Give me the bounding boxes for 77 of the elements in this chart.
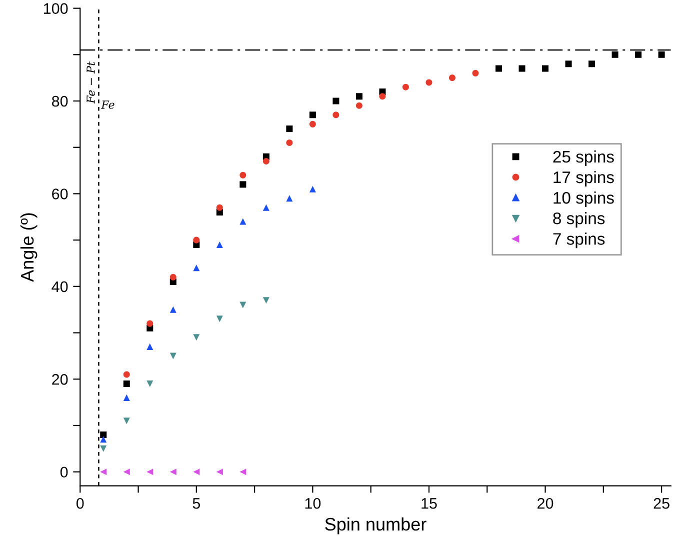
point	[286, 139, 293, 146]
x-tick-label: 15	[422, 498, 437, 509]
point	[240, 468, 246, 476]
point	[448, 74, 456, 82]
point	[240, 218, 246, 225]
point	[100, 432, 107, 438]
point	[309, 186, 316, 192]
point	[193, 334, 200, 341]
x-tick-label: 5	[192, 498, 200, 509]
point	[146, 468, 154, 476]
point	[193, 468, 200, 476]
point	[309, 120, 316, 128]
point	[216, 468, 223, 476]
point	[170, 468, 176, 476]
point	[193, 236, 200, 244]
y-axis-title: Angle (º)	[20, 213, 38, 282]
legend-label: 7 spins	[553, 232, 605, 248]
legend-label: 10 spins	[554, 192, 614, 208]
y-tick-label: 40	[52, 281, 68, 292]
point	[379, 93, 386, 100]
point	[612, 51, 618, 58]
point	[123, 394, 130, 401]
point	[635, 51, 642, 58]
point	[402, 84, 409, 90]
point	[216, 241, 223, 248]
point	[332, 98, 340, 104]
point	[356, 93, 362, 100]
point	[588, 60, 596, 68]
point	[309, 112, 316, 118]
point	[495, 65, 502, 72]
point	[170, 352, 176, 360]
point	[216, 204, 223, 211]
annotation: Fe	[101, 100, 114, 109]
point	[216, 316, 223, 322]
point	[518, 65, 526, 72]
legend-label: 25 spins	[553, 150, 614, 166]
x-tick-label: 0	[76, 498, 84, 509]
y-tick-label: 20	[52, 374, 68, 385]
legend-label: 17 spins	[554, 170, 614, 187]
point	[262, 158, 270, 165]
point	[146, 320, 154, 327]
point	[240, 172, 246, 178]
point	[332, 112, 340, 118]
point	[565, 60, 572, 68]
x-tick-label: 25	[654, 498, 670, 509]
point	[193, 264, 200, 272]
point	[426, 79, 432, 86]
point	[240, 181, 246, 188]
y-tick-label: 60	[52, 188, 68, 200]
point	[100, 436, 107, 443]
point	[170, 274, 176, 280]
legend-label: 8 spins	[553, 212, 605, 228]
point	[240, 302, 246, 308]
point	[123, 371, 130, 378]
y-tick-label: 100	[44, 3, 68, 14]
point	[286, 195, 293, 202]
point	[146, 380, 154, 388]
point	[262, 297, 270, 304]
point	[100, 468, 107, 476]
x-tick-label: 20	[538, 498, 554, 509]
x-axis-title: Spin number	[325, 517, 426, 534]
point	[542, 65, 549, 72]
x-tick-label: 10	[305, 498, 321, 509]
point	[170, 306, 176, 313]
y-tick-label: 0	[60, 466, 68, 478]
point	[146, 343, 154, 350]
point	[286, 126, 293, 132]
point	[262, 204, 270, 211]
point	[123, 380, 130, 388]
point	[356, 102, 362, 109]
point	[100, 445, 107, 452]
y-tick-label: 80	[52, 96, 68, 107]
point	[658, 51, 665, 58]
point	[123, 418, 130, 424]
point	[472, 70, 479, 76]
annotation: Fe − Pt	[86, 61, 95, 104]
point	[123, 468, 130, 476]
